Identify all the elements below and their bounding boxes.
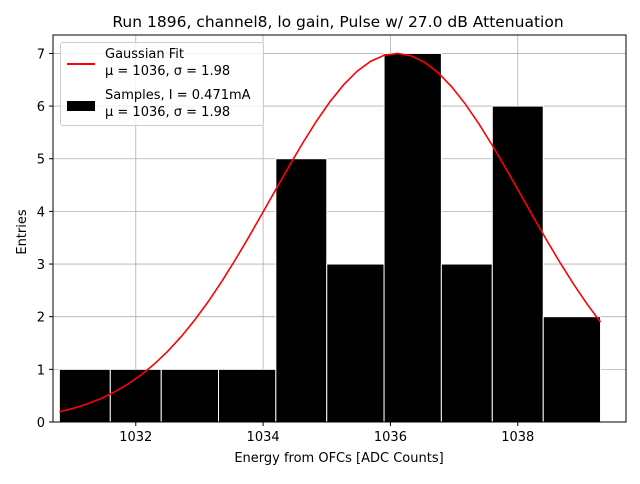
legend-fit-label: Gaussian Fit — [105, 47, 185, 62]
histogram-bar — [440, 263, 493, 423]
y-tick-label: 4 — [37, 205, 45, 220]
x-axis-label: Energy from OFCs [ADC Counts] — [234, 451, 443, 466]
histogram-bar — [542, 316, 602, 423]
x-tick-label: 1032 — [119, 430, 152, 445]
histogram-bar — [275, 158, 328, 423]
legend-samples-swatch — [67, 101, 95, 111]
histogram-bar — [218, 368, 277, 423]
histogram-bar — [160, 368, 220, 423]
legend-fit-swatch — [67, 63, 95, 65]
gaussian-fit-curve — [59, 52, 602, 413]
legend: Gaussian Fit μ = 1036, σ = 1.98 Samples,… — [60, 42, 264, 126]
y-tick-label: 5 — [37, 153, 45, 168]
histogram-bar — [109, 368, 162, 423]
legend-samples-label: Samples, I = 0.471mA — [105, 88, 251, 103]
legend-fit-stats: μ = 1036, σ = 1.98 — [105, 64, 231, 79]
y-tick-label: 6 — [37, 100, 45, 115]
histogram-bars — [58, 52, 602, 423]
y-tick-label: 3 — [37, 258, 45, 273]
x-tick-label: 1034 — [247, 430, 280, 445]
legend-samples-stats: μ = 1036, σ = 1.98 — [105, 105, 231, 120]
y-tick-label: 2 — [37, 311, 45, 326]
x-tick-label: 1038 — [501, 430, 534, 445]
axes-frame — [52, 34, 627, 423]
y-axis-label: Entries — [15, 209, 30, 255]
histogram-bar — [491, 105, 544, 423]
histogram-bar — [383, 52, 442, 423]
y-axis-ticks: 0 1 2 3 4 5 6 7 — [37, 47, 53, 431]
histogram-bar — [326, 263, 385, 423]
y-tick-label: 0 — [37, 416, 45, 431]
x-tick-label: 1036 — [374, 430, 407, 445]
x-axis-ticks: 1032 1034 1036 1038 — [119, 422, 534, 445]
y-tick-label: 1 — [37, 363, 45, 378]
chart-title: Run 1896, channel8, lo gain, Pulse w/ 27… — [112, 13, 563, 31]
y-tick-label: 7 — [37, 47, 45, 62]
histogram-bar — [58, 368, 111, 423]
